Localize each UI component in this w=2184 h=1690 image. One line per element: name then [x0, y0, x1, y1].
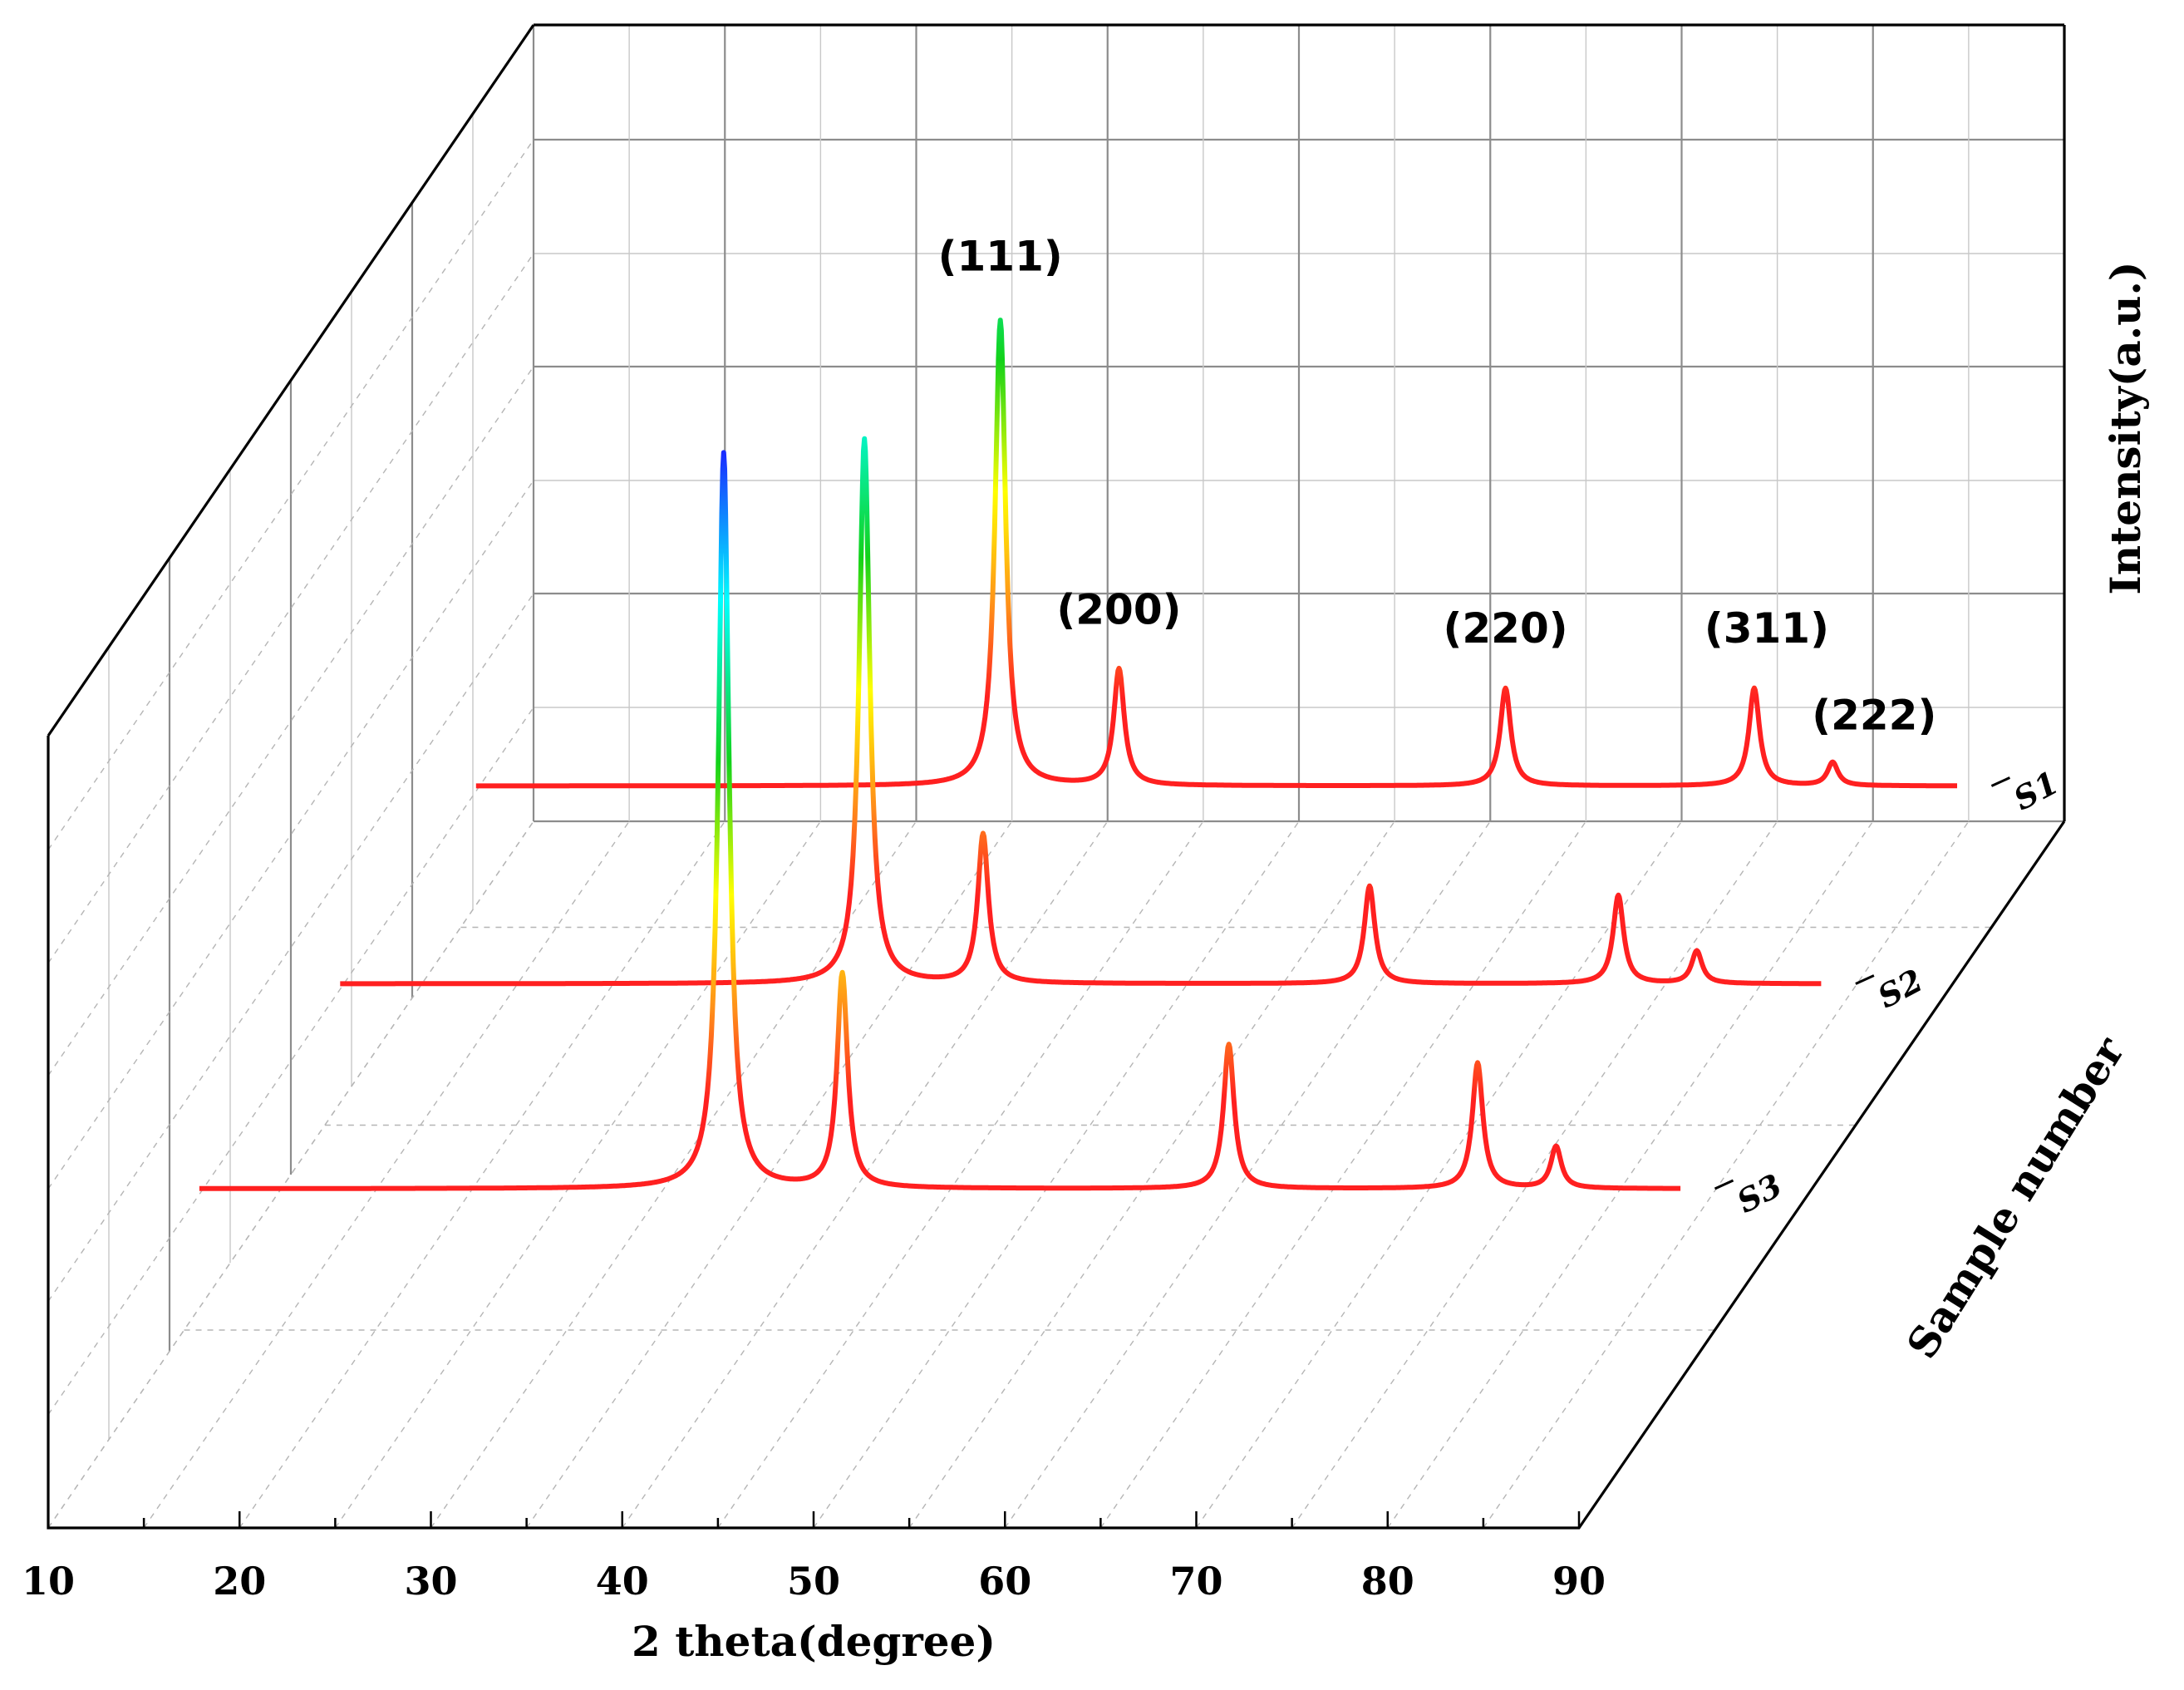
z-axis-title: Intensity(a.u.) [2101, 261, 2150, 594]
sample-label-s3: S3 [1731, 1166, 1788, 1220]
x-tick-label: 50 [787, 1559, 840, 1604]
floor-grid-line [334, 820, 821, 1529]
floor-grid-line [813, 820, 1300, 1529]
floor-grid-line [1099, 820, 1586, 1529]
chart-labels: S1 S2 S3 10 20 30 40 50 60 70 80 90 2 theta(degree) S… [22, 233, 2150, 1667]
floor-grid-line [143, 820, 630, 1529]
series-line-s3 [198, 450, 1682, 1191]
sample-tick [1855, 974, 1875, 985]
floor-grid-line [1291, 820, 1778, 1529]
sample-tick [1990, 776, 2011, 787]
x-tick-label: 70 [1169, 1559, 1222, 1604]
side-grid-line [47, 366, 534, 1077]
x-tick-label: 60 [978, 1559, 1031, 1604]
floor-grid-line [430, 820, 917, 1529]
side-grid-line [47, 253, 534, 963]
series-line-s2 [338, 436, 1823, 987]
floor-grid-line [1195, 820, 1683, 1529]
sample-label-s2: S2 [1872, 961, 1929, 1015]
side-grid-line [47, 139, 534, 850]
peak-label: (222) [1812, 692, 1936, 740]
axis-frame [47, 736, 2066, 1530]
floor-grid-line [1483, 820, 1970, 1529]
peak-label: (220) [1444, 604, 1568, 653]
x-tick-label: 90 [1552, 1559, 1606, 1604]
floor-grid-line [908, 820, 1395, 1529]
floor-grid-line [622, 820, 1109, 1529]
axis-frame [47, 24, 535, 737]
x-axis-title: 2 theta(degree) [632, 1617, 996, 1666]
x-tick-label: 20 [213, 1559, 266, 1604]
y-axis-title: Sample number [1897, 1028, 2134, 1367]
peak-label: (111) [938, 233, 1063, 281]
chart-series [198, 318, 1959, 1191]
sample-tick [1714, 1179, 1734, 1190]
x-tick-label: 30 [404, 1559, 457, 1604]
side-grid-line [47, 480, 534, 1190]
floor-grid-line [526, 820, 1013, 1529]
x-tick-label: 80 [1361, 1559, 1414, 1604]
series-line-s1 [475, 318, 1959, 789]
peak-label: (200) [1056, 586, 1181, 634]
side-grid-line [47, 593, 534, 1302]
peak-label: (311) [1704, 604, 1829, 653]
floor-grid-line [717, 820, 1204, 1529]
side-grid-line [47, 707, 534, 1416]
x-tick-label: 40 [596, 1559, 649, 1604]
floor-grid-line [1387, 820, 1874, 1529]
floor-grid-line [47, 820, 534, 1529]
floor-grid-line [1004, 820, 1491, 1529]
x-tick-label: 10 [22, 1559, 75, 1604]
chart-frame [47, 23, 2066, 1530]
floor-grid-line [239, 820, 726, 1529]
chart-grid [47, 25, 2066, 1529]
sample-label-s1: S1 [2007, 763, 2064, 817]
